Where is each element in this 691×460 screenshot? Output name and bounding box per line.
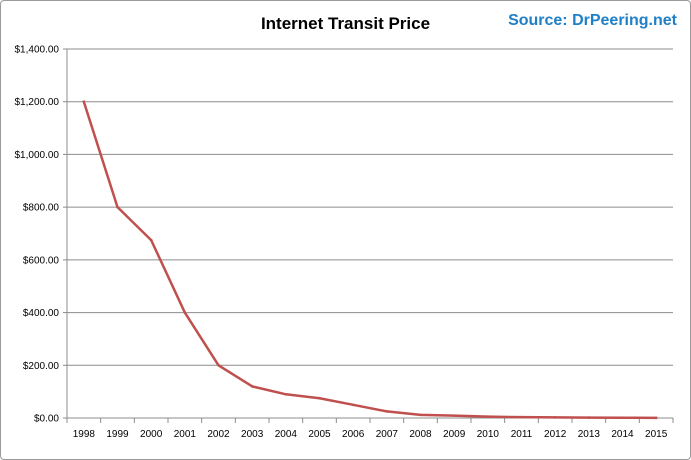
y-tick-label: $1,400.00	[15, 45, 60, 56]
x-tick-label: 2013	[578, 429, 601, 440]
series-layer	[82, 100, 658, 420]
x-tick-label: 2011	[511, 429, 533, 440]
source-label: Source: DrPeering.net	[508, 12, 677, 29]
x-tick-label: 2010	[477, 429, 500, 440]
x-tick-label: 1999	[106, 429, 129, 440]
x-tick-label: 2002	[207, 429, 230, 440]
data-point	[318, 396, 321, 400]
x-tick-label: 2000	[140, 429, 163, 440]
axes	[66, 49, 673, 419]
data-point	[452, 414, 456, 417]
data-point	[284, 392, 288, 396]
data-point	[419, 413, 422, 417]
data-point	[486, 415, 490, 418]
x-tick-label: 2015	[645, 429, 668, 440]
y-tick-label: $200.00	[23, 361, 60, 372]
y-tick-label: $600.00	[23, 255, 60, 266]
x-tick-label: 2005	[308, 429, 331, 440]
data-point	[82, 100, 86, 104]
data-point	[621, 416, 624, 420]
data-point	[654, 416, 658, 420]
data-point	[385, 410, 389, 413]
data-point	[217, 363, 220, 367]
x-tick-label: 2004	[275, 429, 298, 440]
y-tick-label: $1,000.00	[15, 150, 60, 161]
x-tick-label: 2003	[241, 429, 264, 440]
series-line	[82, 100, 658, 420]
x-tick-label: 2001	[174, 429, 197, 440]
x-tick-label: 2008	[409, 429, 432, 440]
data-point	[149, 238, 153, 242]
data-point	[587, 416, 591, 419]
x-tick-label: 2009	[443, 429, 466, 440]
y-tick-label: $400.00	[23, 308, 60, 319]
data-point	[183, 311, 187, 314]
data-point	[116, 205, 119, 209]
data-point	[250, 385, 254, 388]
data-point	[351, 403, 355, 407]
data-point	[553, 416, 557, 419]
data-point	[520, 415, 523, 419]
x-tick-label: 2006	[342, 429, 365, 440]
x-tick-label: 2007	[376, 429, 399, 440]
y-axis-ticks: $0.00 $200.00 $400.00 $600.00 $800.00 $1,000.…	[15, 45, 67, 425]
y-tick-label: $1,200.00	[15, 97, 60, 108]
gridlines	[67, 48, 673, 366]
chart-title: Internet Transit Price	[260, 14, 431, 33]
x-tick-label: 2014	[611, 429, 634, 440]
y-tick-label: $0.00	[34, 414, 59, 425]
y-tick-label: $800.00	[23, 203, 60, 214]
x-tick-label: 1998	[73, 429, 96, 440]
x-axis-ticks: 1998 1999 2000 2001 2002 2003 2004 2005 2006 2007…	[66, 418, 674, 440]
x-tick-label: 2012	[544, 429, 567, 440]
